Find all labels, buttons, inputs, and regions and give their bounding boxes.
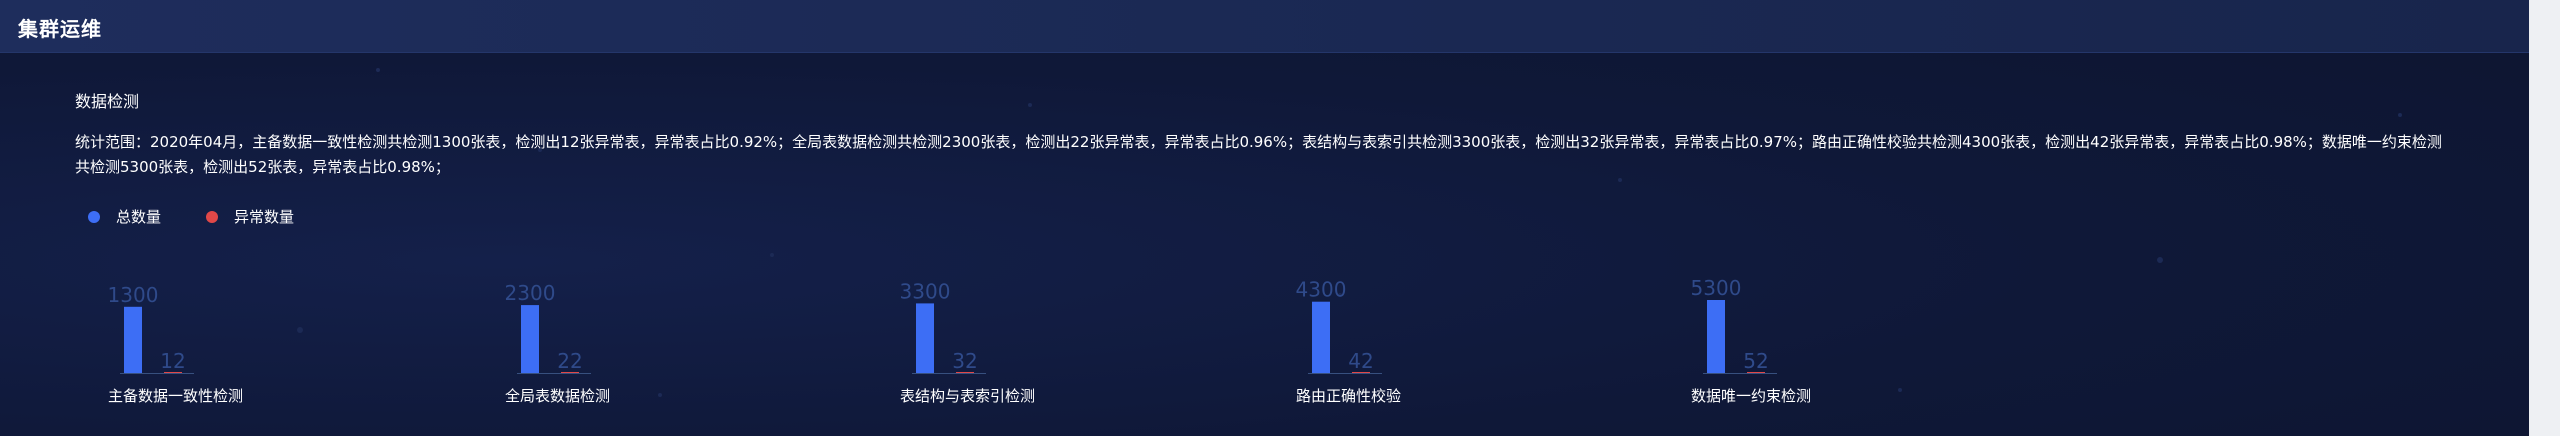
data-label-total: 2300 bbox=[505, 281, 556, 305]
bar-total bbox=[916, 303, 934, 373]
bar-abnormal bbox=[956, 372, 974, 373]
data-label-abnormal: 52 bbox=[1743, 349, 1768, 373]
bar-abnormal bbox=[561, 372, 579, 373]
section-title: 数据检测 bbox=[75, 92, 140, 111]
bar-total bbox=[1312, 301, 1330, 373]
data-label-total: 5300 bbox=[1691, 276, 1742, 300]
data-label-abnormal: 22 bbox=[557, 349, 582, 373]
bar-total bbox=[521, 305, 539, 373]
bar-abnormal bbox=[1352, 372, 1370, 373]
scrollbar-track[interactable] bbox=[2529, 0, 2560, 436]
category-label: 表结构与表索引检测 bbox=[900, 387, 1035, 405]
bar-abnormal bbox=[164, 372, 182, 373]
category-label: 路由正确性校验 bbox=[1296, 387, 1401, 405]
data-label-abnormal: 12 bbox=[160, 349, 185, 373]
bar-chart: 1300 12 主备数据一致性检测 2300 22 全局表数据检测 3300 32 表结构与表索… bbox=[108, 276, 1811, 405]
legend-item-abnormal[interactable]: 异常数量 bbox=[206, 206, 294, 227]
bar-total bbox=[1707, 300, 1725, 373]
legend-label-total: 总数量 bbox=[116, 208, 162, 226]
bar-total bbox=[124, 306, 142, 373]
category-label: 全局表数据检测 bbox=[505, 387, 610, 405]
page-header: 集群运维 bbox=[0, 0, 2529, 53]
category-label: 数据唯一约束检测 bbox=[1691, 387, 1811, 405]
header-title: 集群运维 bbox=[18, 17, 102, 41]
legend-label-abnormal: 异常数量 bbox=[234, 208, 295, 226]
summary-text: 统计范围：2020年04月，主备数据一致性检测共检测1300张表，检测出12张异… bbox=[75, 133, 2442, 176]
chart-legend: 总数量 异常数量 bbox=[88, 206, 339, 227]
data-label-total: 4300 bbox=[1296, 278, 1347, 302]
category-label: 主备数据一致性检测 bbox=[108, 387, 243, 405]
data-label-abnormal: 32 bbox=[952, 349, 977, 373]
legend-item-total[interactable]: 总数量 bbox=[88, 206, 161, 227]
data-label-total: 3300 bbox=[900, 279, 951, 303]
data-label-total: 1300 bbox=[108, 283, 159, 307]
bar-abnormal bbox=[1747, 372, 1765, 373]
data-label-abnormal: 42 bbox=[1348, 349, 1373, 373]
legend-dot-abnormal-icon bbox=[206, 210, 219, 223]
legend-dot-total-icon bbox=[88, 210, 100, 223]
